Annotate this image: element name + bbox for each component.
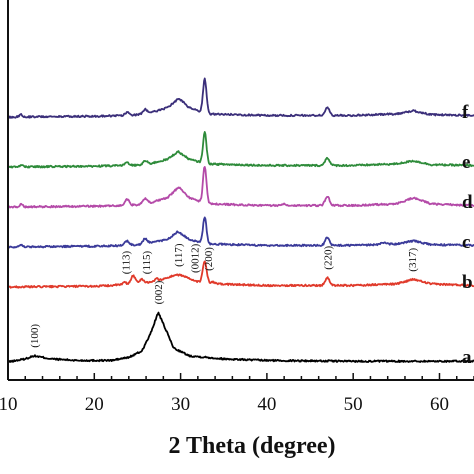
peak-annotation: (220)	[322, 246, 334, 270]
x-axis-label: 2 Theta (degree)	[168, 433, 335, 459]
x-axis: 10 20 30 40 50 60	[0, 0, 474, 415]
series-line-e	[7, 131, 474, 169]
x-tick-label: 20	[85, 394, 104, 415]
peak-annotation: (317)	[407, 248, 419, 272]
peak-annotation: (200)	[203, 247, 215, 271]
x-tick-label: 40	[257, 394, 276, 415]
series-label-c: c	[462, 232, 470, 253]
series-line-c	[7, 216, 474, 249]
series-line-a	[7, 311, 474, 363]
series-label-a: a	[462, 347, 472, 368]
series-label-d: d	[462, 192, 473, 213]
series-label-e: e	[462, 152, 470, 173]
x-tick-label: 50	[344, 394, 363, 415]
x-tick-label: 30	[171, 394, 190, 415]
x-tick-label: 60	[430, 394, 449, 415]
peak-annotation: (117)	[173, 243, 185, 267]
x-tick-label: 10	[0, 394, 18, 415]
peak-annotation: (0012)	[189, 243, 201, 273]
series-label-f: f	[462, 102, 469, 123]
series-line-f	[7, 77, 474, 119]
annotation-layer: (100) (002) (113) (115) (117) (0012) (200) (220…	[29, 243, 419, 348]
series-line-b	[7, 260, 474, 289]
peak-annotation: (100)	[29, 324, 41, 348]
peak-annotation: (002)	[153, 280, 165, 304]
series-layer	[7, 77, 474, 363]
series-label-b: b	[462, 272, 473, 293]
peak-annotation: (115)	[141, 250, 153, 274]
peak-annotation: (113)	[120, 251, 132, 275]
series-line-d	[7, 166, 474, 209]
